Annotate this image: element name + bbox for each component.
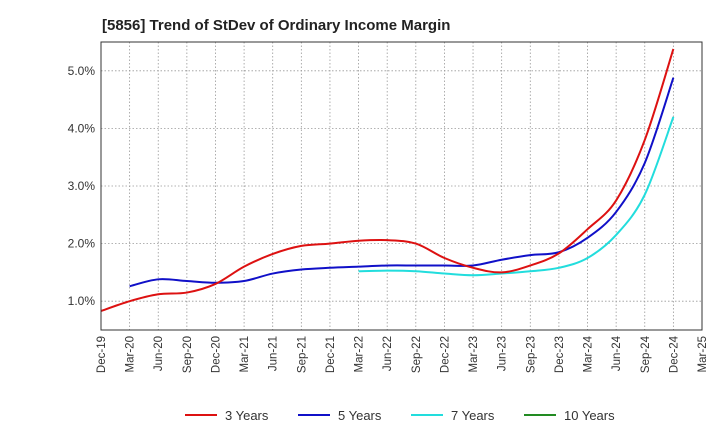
x-tick-label: Mar-21: [239, 336, 251, 372]
x-tick-label: Mar-20: [125, 336, 137, 372]
x-tick-label: Jun-23: [497, 336, 509, 371]
series-line-7-years: [358, 116, 675, 277]
x-tick-label: Dec-19: [96, 336, 108, 373]
legend: 3 Years 5 Years 7 Years 10 Years: [185, 408, 615, 423]
y-tick-label: 1.0%: [68, 294, 96, 308]
x-tick-label: Sep-21: [296, 336, 308, 373]
x-tick-label: Sep-23: [525, 336, 537, 373]
x-tick-label: Mar-22: [354, 336, 366, 372]
x-tick-label: Dec-24: [668, 335, 680, 373]
legend-label: 7 Years: [451, 408, 495, 423]
x-tick-label: Dec-20: [210, 336, 222, 373]
y-tick-label: 3.0%: [68, 179, 96, 193]
x-tick-label: Jun-20: [153, 336, 165, 371]
y-tick-label: 5.0%: [68, 64, 96, 78]
y-axis-ticks: 1.0% 2.0% 3.0% 4.0% 5.0%: [68, 64, 96, 308]
x-tick-label: Sep-20: [182, 336, 194, 373]
x-tick-label: Dec-22: [439, 336, 451, 373]
x-tick-label: Mar-23: [468, 336, 480, 372]
legend-label: 10 Years: [564, 408, 615, 423]
legend-label: 5 Years: [338, 408, 382, 423]
chart-title: [5856] Trend of StDev of Ordinary Income…: [102, 17, 450, 34]
legend-label: 3 Years: [225, 408, 269, 423]
x-tick-label: Sep-22: [411, 336, 423, 373]
plot-area-frame: [100, 41, 703, 331]
y-tick-label: 2.0%: [68, 237, 96, 251]
grid: [101, 42, 702, 330]
series-line-3-years: [100, 48, 675, 312]
x-tick-label: Mar-24: [583, 335, 595, 372]
x-tick-label: Dec-21: [325, 336, 337, 373]
x-tick-label: Jun-21: [268, 336, 280, 371]
x-tick-label: Dec-23: [554, 336, 566, 373]
x-tick-label: Jun-24: [611, 335, 623, 371]
series-lines: [100, 48, 675, 312]
x-tick-label: Jun-22: [382, 336, 394, 371]
x-tick-label: Mar-25: [697, 336, 709, 372]
x-tick-label: Sep-24: [640, 335, 652, 373]
y-tick-label: 4.0%: [68, 121, 96, 135]
x-axis-ticks: Dec-19 Mar-20 Jun-20 Sep-20 Dec-20 Mar-21 Jun-…: [96, 335, 709, 373]
